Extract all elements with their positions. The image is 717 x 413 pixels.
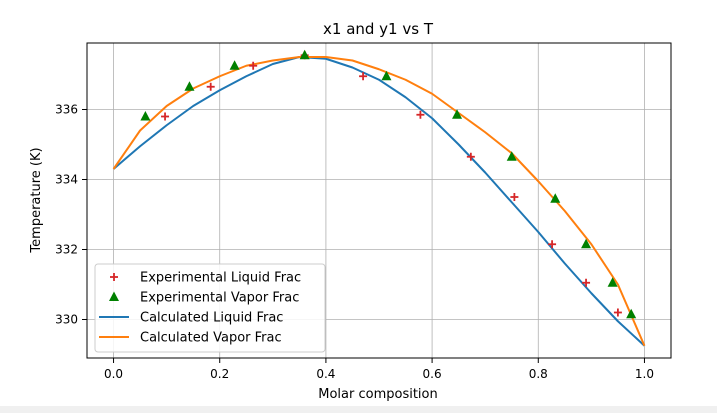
legend-swatch-experimental-vapor-frac [109,291,119,301]
x-tick-label: 0.6 [423,367,442,381]
x-tick-label: 0.8 [529,367,548,381]
y-tick-label: 332 [55,243,78,257]
experimental-vapor-frac-point [607,277,618,287]
x-tick-label: 1.0 [635,367,654,381]
experimental-vapor-frac-point [184,81,195,91]
y-axis-label: Temperature (K) [29,147,44,253]
bottom-strip [0,406,717,413]
experimental-vapor-frac-point [581,238,592,249]
experimental-vapor-frac-point [506,151,517,161]
legend-label-experimental-vapor-frac: Experimental Vapor Frac [140,291,299,306]
experimental-liquid-frac-point [161,112,170,121]
x-tick-label: 0.0 [104,367,123,381]
legend-label-calculated-vapor-frac: Calculated Vapor Frac [140,331,282,346]
experimental-liquid-frac-point [416,110,425,119]
legend: Experimental Liquid Frac Experimental Vap… [94,263,326,353]
experimental-liquid-frac-point [548,240,557,249]
legend-label-calculated-liquid-frac: Calculated Liquid Frac [140,311,283,326]
experimental-liquid-frac-point [466,152,475,161]
experimental-vapor-frac-point [550,193,561,203]
axis-ticks: 0.0 0.2 0.4 0.6 0.8 1.0 330 332 334 336 [55,103,654,382]
experimental-liquid-frac-point [582,278,591,287]
experimental-liquid-frac-point [359,72,368,81]
y-tick-label: 334 [55,173,78,187]
x-tick-label: 0.4 [316,367,335,381]
legend-swatch-experimental-liquid-frac [110,273,118,281]
y-tick-label: 330 [55,313,78,327]
experimental-vapor-frac-point [626,308,637,319]
calculated-liquid-frac-line [112,56,646,347]
legend-box [94,263,326,353]
experimental-liquid-frac-point [613,308,622,317]
x-axis-label: Molar composition [318,387,437,402]
legend-label-experimental-liquid-frac: Experimental Liquid Frac [140,271,301,286]
experimental-liquid-frac-point [249,61,258,70]
plot-frame [86,42,672,359]
experimental-vapor-frac-point [452,109,463,119]
experimental-vapor-frac-point [229,60,240,70]
experimental-vapor-frac-point [140,111,151,121]
series-layer [112,49,646,347]
experimental-vapor-frac-point [381,70,392,81]
grid [87,43,671,358]
experimental-liquid-frac-point [510,193,519,201]
x-tick-label: 0.2 [210,367,229,381]
chart-title: x1 and y1 vs T [323,20,434,38]
y-tick-label: 336 [55,103,78,117]
experimental-liquid-frac-point [206,82,215,91]
experimental-vapor-frac-point [299,49,310,60]
